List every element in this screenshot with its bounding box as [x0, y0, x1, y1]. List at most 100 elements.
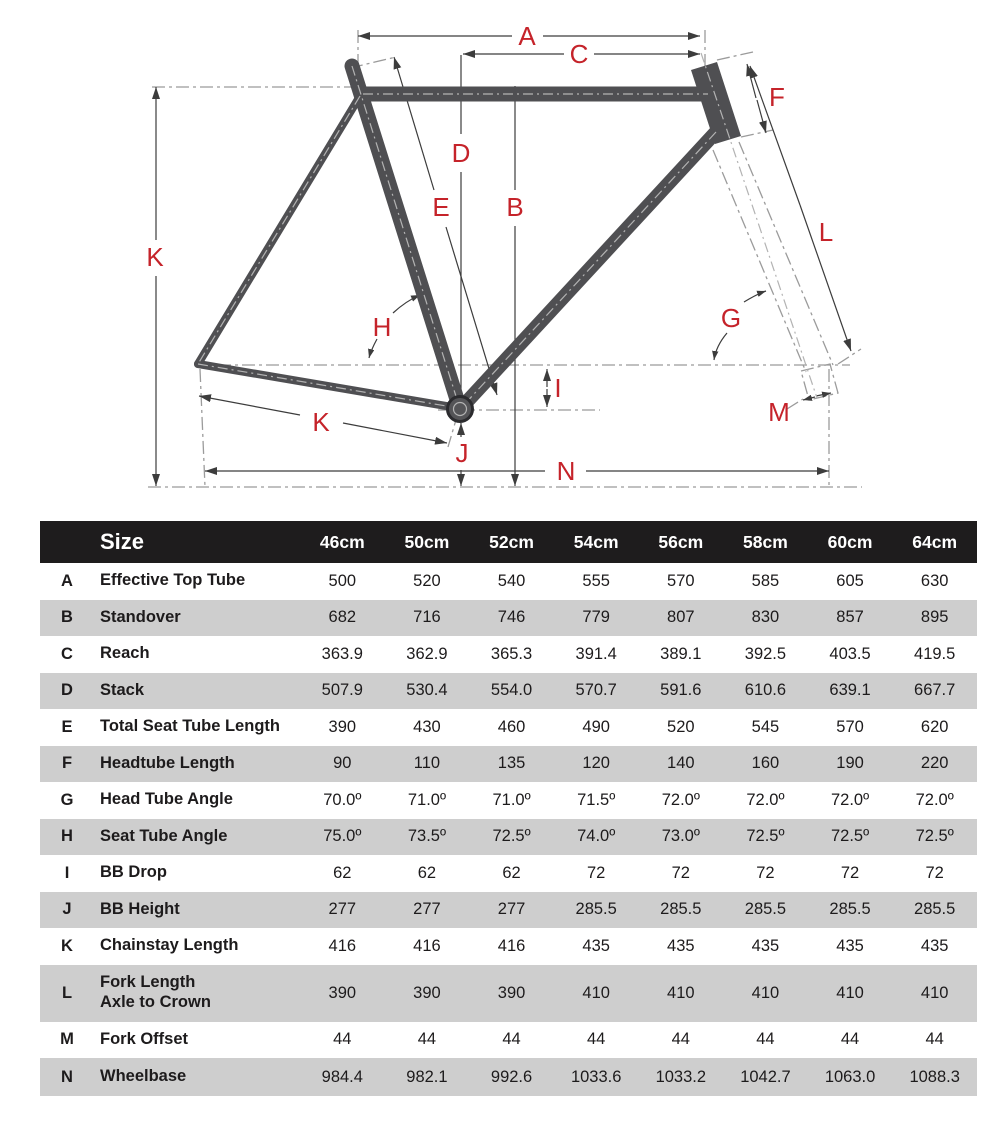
- frame-tubes: [194, 58, 741, 417]
- dim-label-a: A: [518, 21, 536, 51]
- row-name-line1: Total Seat Tube Length: [100, 717, 280, 736]
- cell-value: 416: [413, 936, 441, 955]
- cell-value: 620: [920, 717, 949, 736]
- row-name: BB Drop: [94, 863, 300, 883]
- extension-fork-bottom: [837, 348, 862, 365]
- cell-value: 62: [417, 863, 437, 882]
- seat-tube: [344, 58, 468, 417]
- cell-value: 285.5: [660, 900, 702, 919]
- row-name: Reach: [94, 644, 300, 664]
- cell-value: 140: [667, 754, 695, 773]
- head-tube: [691, 62, 741, 144]
- dim-label-j: J: [456, 438, 469, 468]
- cell-value: 430: [413, 717, 441, 736]
- tube-centerlines: [197, 52, 818, 410]
- fork-blade-left: [712, 149, 807, 373]
- cell-value: 639.1: [829, 681, 871, 700]
- row-name: Headtube Length: [94, 754, 300, 774]
- cell-value: 44: [417, 1030, 437, 1049]
- cell-value: 667.7: [914, 681, 956, 700]
- row-name-line1: Head Tube Angle: [100, 790, 233, 809]
- table-row: C Reach 363.9 362.9 365.3 391.4 389.1 39…: [40, 636, 977, 673]
- cell-value: 857: [836, 608, 864, 627]
- cell-value: 72: [756, 863, 775, 882]
- cell-value: 410: [920, 983, 949, 1002]
- column-header-56cm: 56cm: [658, 531, 704, 552]
- cell-value: 44: [587, 1030, 606, 1049]
- table-row: J BB Height 277 277 277 285.5 285.5 285.…: [40, 891, 977, 928]
- cell-value: 419.5: [914, 644, 956, 663]
- row-name-line1: BB Drop: [100, 863, 167, 882]
- dim-g-arc-upper: [743, 290, 767, 303]
- cell-value: 460: [497, 717, 526, 736]
- row-letter: J: [62, 900, 72, 919]
- cell-value: 545: [751, 717, 780, 736]
- dim-label-l: L: [819, 217, 833, 247]
- cell-value: 73.5º: [407, 827, 446, 846]
- row-name-line1: BB Height: [100, 899, 180, 918]
- cell-value: 779: [582, 608, 610, 627]
- cell-value: 44: [925, 1030, 944, 1049]
- row-name: Wheelbase: [94, 1067, 300, 1087]
- cell-value: 416: [328, 936, 357, 955]
- cell-value: 71.0º: [492, 790, 531, 809]
- column-header-50cm: 50cm: [404, 531, 450, 552]
- cell-value: 1088.3: [909, 1067, 960, 1086]
- cell-value: 120: [582, 754, 610, 773]
- cell-value: 62: [502, 863, 521, 882]
- cell-value: 44: [756, 1030, 775, 1049]
- cell-value: 585: [751, 571, 780, 590]
- cell-value: 62: [333, 863, 352, 882]
- column-header-60cm: 60cm: [827, 531, 873, 552]
- dim-m-left: [802, 394, 816, 401]
- cell-value: 72.0º: [661, 790, 700, 809]
- row-letter: M: [60, 1030, 74, 1049]
- cell-value: 630: [920, 571, 949, 590]
- frame-geometry-diagram: A C D B E F K H K I J N G L M: [0, 0, 989, 518]
- cell-value: 500: [328, 571, 357, 590]
- row-name-line2: Axle to Crown: [100, 993, 211, 1011]
- column-header-64cm: 64cm: [912, 531, 958, 552]
- column-header-58cm: 58cm: [743, 531, 788, 552]
- dim-h-arc-lower: [368, 338, 378, 359]
- cell-value: 75.0º: [323, 827, 362, 846]
- frame-diagram-svg: A C D B E F K H K I J N G L M: [146, 21, 862, 488]
- cell-value: 410: [836, 983, 864, 1002]
- cell-value: 362.9: [406, 644, 448, 663]
- table-header: Size 46cm 50cm 52cm 54cm 56cm 58cm 60cm …: [40, 521, 977, 563]
- geometry-table: Size 46cm 50cm 52cm 54cm 56cm 58cm 60cm …: [40, 521, 977, 1096]
- table-row: B Standover 682 716 746 779 807 830 857 …: [40, 599, 977, 636]
- cell-value: 605: [836, 571, 864, 590]
- table-row: I BB Drop 62 62 62 72 72 72 72 72: [40, 855, 977, 892]
- cell-value: 982.1: [406, 1067, 448, 1086]
- dim-k-chainstay-left: [198, 394, 301, 416]
- cell-value: 44: [502, 1030, 521, 1049]
- cell-value: 570.7: [575, 681, 617, 700]
- cell-value: 716: [413, 608, 441, 627]
- row-name-line1: Chainstay Length: [100, 936, 239, 955]
- row-name: Effective Top Tube: [94, 571, 300, 591]
- row-name: Standover: [94, 608, 300, 628]
- dim-m-right: [815, 391, 832, 398]
- cell-value: 74.0º: [577, 827, 616, 846]
- cell-value: 435: [920, 936, 949, 955]
- fork-blade-right: [738, 141, 834, 366]
- cell-value: 72.5º: [746, 827, 785, 846]
- row-name-line1: Seat Tube Angle: [100, 826, 228, 845]
- cell-value: 490: [582, 717, 610, 736]
- extension-rear-axle: [199, 368, 206, 488]
- cell-value: 807: [667, 608, 695, 627]
- cell-value: 220: [920, 754, 949, 773]
- row-name: Chainstay Length: [94, 936, 300, 956]
- cell-value: 591.6: [660, 681, 702, 700]
- table-row: K Chainstay Length 416 416 416 435 435 4…: [40, 928, 977, 965]
- dim-label-b: B: [506, 192, 523, 222]
- row-name: Seat Tube Angle: [94, 827, 300, 847]
- column-header-52cm: 52cm: [489, 531, 534, 552]
- column-header-46cm: 46cm: [319, 531, 365, 552]
- cell-value: 895: [920, 608, 949, 627]
- row-name-line1: Wheelbase: [100, 1067, 187, 1086]
- cell-value: 72: [840, 863, 860, 882]
- bottom-bracket: [446, 395, 474, 423]
- row-letter: A: [61, 571, 73, 590]
